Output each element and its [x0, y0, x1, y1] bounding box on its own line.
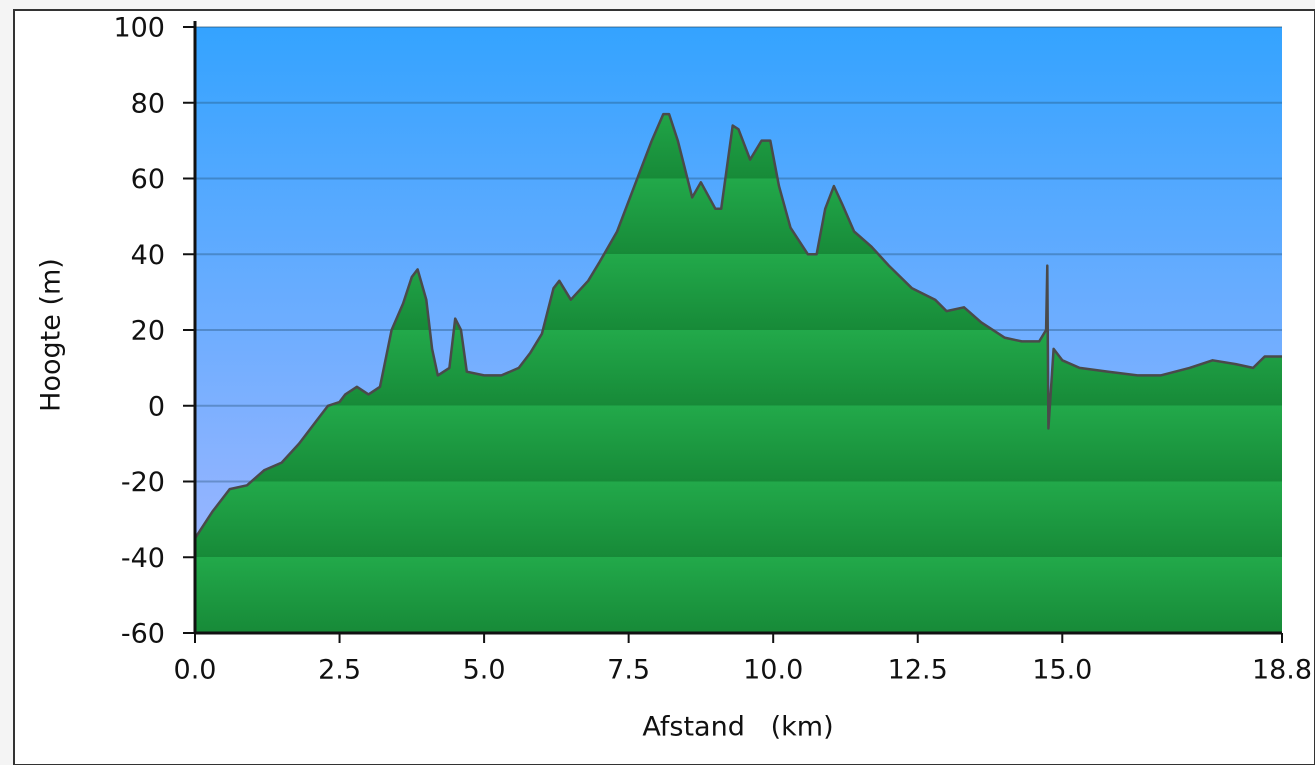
area-layer: [193, 112, 1282, 634]
x-tick-label: 15.0: [1032, 655, 1092, 686]
x-tick-label: 7.5: [607, 655, 650, 686]
x-axis-label: Afstand (km): [642, 712, 833, 743]
elevation-line: [193, 112, 1282, 539]
y-tick-label: 20: [131, 316, 165, 347]
x-tick-label: 0.0: [174, 655, 217, 686]
y-tick-label: 0: [148, 391, 165, 422]
y-tick-label: -20: [121, 467, 165, 498]
x-tick-label: 18.8: [1252, 655, 1312, 686]
y-tick-label: 60: [131, 164, 165, 195]
y-tick-label: 100: [113, 13, 165, 44]
x-tick-label: 5.0: [463, 655, 506, 686]
x-tick-label: 2.5: [318, 655, 361, 686]
y-tick-label: -60: [121, 619, 165, 650]
y-axis-label: Hoogte (m): [36, 258, 67, 412]
x-tick-label: 12.5: [888, 655, 948, 686]
y-tick-label: 40: [131, 240, 165, 271]
y-tick-label: 80: [131, 88, 165, 119]
y-tick-label: -40: [121, 543, 165, 574]
axes: -60 -40 -20 0 20 40 60 80 100 0.0 2.5 5.0 7.5 10.0 12.…: [113, 13, 1312, 686]
elevation-area: [195, 114, 1282, 634]
x-tick-label: 10.0: [743, 655, 803, 686]
